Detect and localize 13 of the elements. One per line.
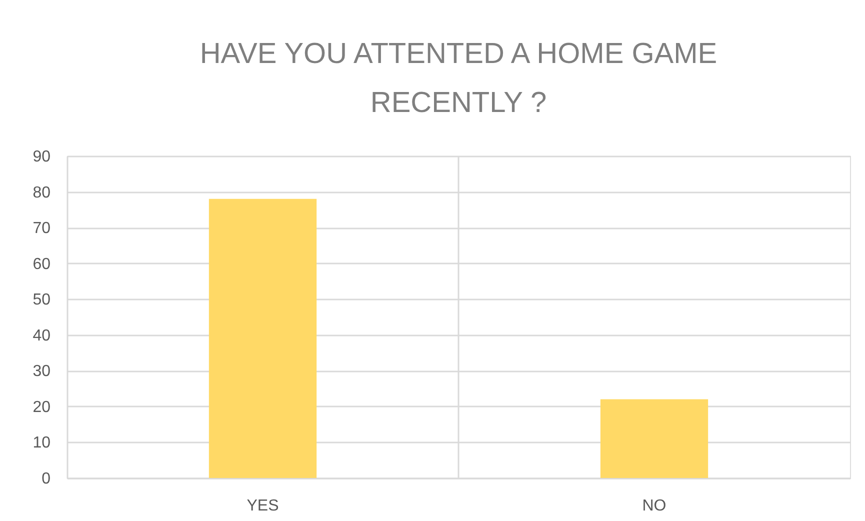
x-tick-label: YES — [246, 498, 279, 514]
y-tick-label: 50 — [32, 292, 51, 309]
y-tick-label: 0 — [42, 470, 51, 488]
y-tick-label: 90 — [32, 148, 51, 166]
x-tick-label: NO — [642, 498, 666, 514]
y-tick-label: 20 — [32, 398, 51, 416]
y-tick-label: 10 — [32, 434, 51, 452]
chart-title: HAVE YOU ATTENTED A HOME GAME RECENTLY ? — [200, 38, 718, 119]
y-tick-label: 40 — [32, 327, 51, 344]
y-tick-label: 30 — [32, 363, 51, 380]
y-tick-label: 80 — [32, 184, 51, 202]
y-tick-label: 60 — [32, 256, 51, 273]
y-tick-label: 70 — [32, 220, 51, 238]
